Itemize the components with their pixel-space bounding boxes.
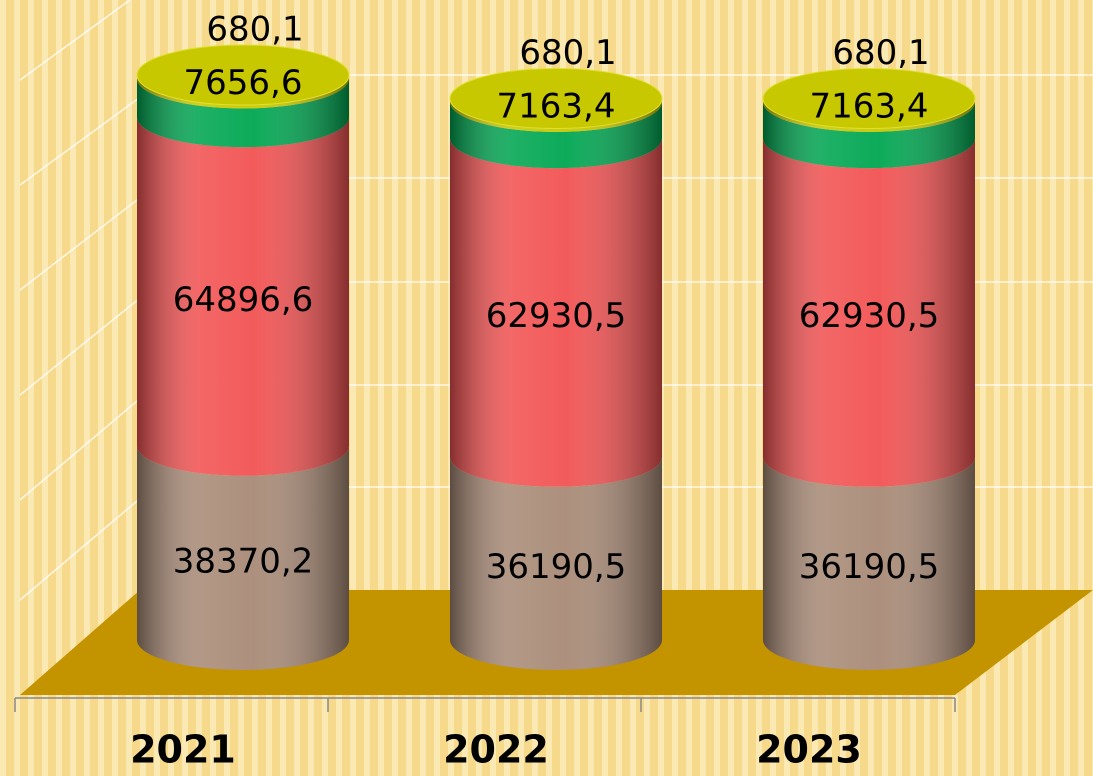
- data-label: 64896,6: [173, 280, 314, 320]
- cylinder-cap: [762, 67, 976, 129]
- segment-shade: [450, 101, 662, 169]
- data-label: 680,1: [832, 33, 929, 73]
- data-label: 62930,5: [486, 296, 627, 336]
- segment-shade: [763, 456, 975, 670]
- data-label: 7656,6: [184, 63, 303, 103]
- data-label: 7163,4: [810, 86, 929, 126]
- segment-shade: [450, 138, 662, 487]
- x-axis: [14, 697, 956, 712]
- data-label: 62930,5: [799, 296, 940, 336]
- cylinder-cap: [449, 67, 663, 129]
- x-tick-label: 2021: [130, 728, 236, 772]
- segment-shade: [450, 456, 662, 670]
- data-label: 680,1: [519, 33, 616, 73]
- cylinder-cap: [136, 44, 350, 106]
- data-label: 36190,5: [799, 547, 940, 587]
- segment-shade: [137, 78, 349, 148]
- segment-shade: [763, 101, 975, 169]
- data-label: 36190,5: [486, 547, 627, 587]
- data-label: 38370,2: [173, 541, 314, 581]
- segment-shade: [137, 117, 349, 476]
- data-label: 7163,4: [497, 86, 616, 126]
- segment-shade: [137, 445, 349, 670]
- x-tick-label: 2023: [756, 728, 862, 772]
- data-label: 680,1: [206, 10, 303, 50]
- x-tick-label: 2022: [443, 728, 549, 772]
- segment-shade: [763, 138, 975, 487]
